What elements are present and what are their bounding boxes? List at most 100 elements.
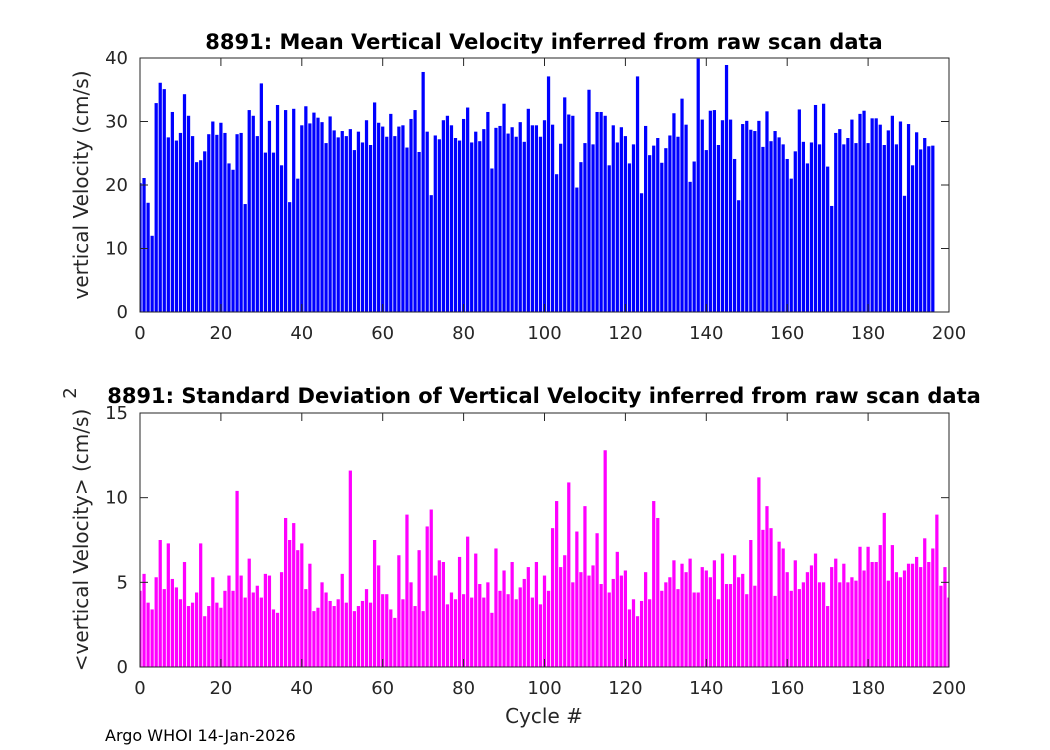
bottom-chart-bar bbox=[292, 523, 296, 667]
bottom-chart-bar bbox=[231, 590, 235, 667]
bottom-chart-bar bbox=[267, 575, 272, 667]
top-chart-bar bbox=[332, 130, 336, 312]
bottom-chart-bar bbox=[445, 604, 450, 667]
top-chart-bar bbox=[296, 178, 300, 312]
top-chart-bar bbox=[595, 111, 599, 312]
top-chart-bar bbox=[850, 119, 854, 312]
top-chart-bar bbox=[894, 144, 899, 312]
bottom-chart-bar bbox=[490, 612, 494, 667]
top-chart-bar bbox=[494, 127, 498, 312]
bottom-chart-bar bbox=[595, 533, 599, 667]
top-chart-bar bbox=[603, 115, 607, 312]
bottom-chart-bar bbox=[939, 585, 943, 667]
top-chart-bar bbox=[862, 110, 866, 313]
top-chart-ylabel: vertical Velocity (cm/s) bbox=[69, 71, 93, 300]
top-chart-bar bbox=[668, 135, 672, 312]
bottom-chart-bar bbox=[866, 546, 870, 667]
bottom-chart-bar bbox=[753, 585, 757, 667]
bottom-chart-title: 8891: Standard Deviation of Vertical Vel… bbox=[107, 384, 981, 408]
top-chart-bar bbox=[263, 152, 268, 312]
top-chart-bar bbox=[219, 122, 223, 313]
top-chart-bar bbox=[615, 142, 619, 312]
top-chart-bar bbox=[486, 111, 490, 312]
bottom-chart-bar bbox=[874, 562, 878, 667]
top-chart-bar bbox=[292, 108, 296, 312]
top-chart-bar bbox=[607, 165, 611, 312]
top-chart-bar bbox=[417, 151, 421, 312]
top-chart-bar bbox=[336, 137, 340, 313]
bottom-chart-bar bbox=[336, 599, 340, 667]
bottom-chart-bar bbox=[935, 514, 939, 667]
bottom-chart-ytick-label: 5 bbox=[117, 572, 128, 593]
bottom-chart-bar bbox=[550, 528, 555, 667]
top-chart-bar bbox=[676, 136, 680, 312]
bottom-chart-bar bbox=[199, 543, 203, 667]
top-chart-xticks: 0 20 40 60 80 100 120 140 160 180 200 bbox=[134, 58, 966, 344]
bottom-chart-bar bbox=[239, 575, 243, 667]
top-chart-bar bbox=[720, 120, 725, 312]
bottom-chart-bar bbox=[708, 577, 712, 667]
bottom-chart-xticks: 0 20 40 60 80 100 120 140 160 180 200 bbox=[134, 413, 966, 699]
bottom-chart-bar bbox=[660, 590, 664, 667]
bottom-chart-xtick-label: 140 bbox=[689, 678, 723, 699]
top-chart-bar bbox=[656, 138, 660, 312]
bottom-chart-bar bbox=[870, 562, 874, 667]
bottom-chart-bar bbox=[648, 599, 652, 667]
top-chart-xtick-label: 120 bbox=[608, 323, 642, 344]
bottom-chart-bar bbox=[906, 563, 911, 667]
top-chart-bar bbox=[142, 178, 146, 312]
bottom-chart-bar bbox=[599, 584, 603, 667]
top-chart-bar bbox=[801, 141, 805, 312]
bottom-chart-bar bbox=[235, 490, 239, 667]
top-chart-bar bbox=[377, 122, 381, 313]
bottom-chart-bar bbox=[769, 528, 773, 667]
top-chart-bar bbox=[166, 137, 170, 313]
bottom-chart-bar bbox=[215, 602, 219, 667]
bottom-chart-bar bbox=[571, 582, 575, 667]
top-chart-bar bbox=[700, 119, 704, 312]
top-chart-bar bbox=[684, 124, 688, 312]
bottom-chart-bar bbox=[478, 584, 482, 667]
bottom-chart-bar bbox=[530, 597, 534, 667]
top-chart-bar bbox=[619, 127, 623, 312]
bottom-chart-bar bbox=[741, 573, 745, 667]
top-chart-bar bbox=[575, 187, 579, 312]
top-chart-xtick-label: 60 bbox=[371, 323, 394, 344]
top-chart-bar bbox=[368, 145, 373, 312]
bottom-chart-bar bbox=[170, 578, 174, 667]
bottom-chart-bar bbox=[591, 565, 595, 667]
top-chart-bar bbox=[538, 136, 543, 312]
bottom-chart-bar bbox=[385, 594, 389, 667]
top-chart-bar bbox=[599, 111, 603, 312]
bottom-chart-bar bbox=[421, 611, 425, 667]
top-chart-bar bbox=[817, 144, 822, 312]
bottom-chart-bar bbox=[684, 572, 688, 667]
bottom-chart-bar bbox=[672, 560, 676, 667]
top-chart-bar bbox=[878, 124, 882, 312]
top-chart-bar bbox=[195, 162, 199, 312]
top-chart-bar bbox=[797, 109, 801, 312]
top-chart-bar bbox=[866, 143, 870, 312]
top-chart-bar bbox=[805, 163, 810, 312]
bottom-chart-bar bbox=[761, 529, 765, 667]
bottom-chart-bar bbox=[316, 607, 320, 667]
bottom-chart-bar bbox=[785, 572, 789, 667]
top-chart-bar bbox=[211, 121, 215, 312]
bottom-chart-bar bbox=[919, 567, 923, 667]
top-chart-bar bbox=[409, 118, 413, 313]
bottom-chart-bar bbox=[838, 582, 842, 667]
bottom-chart-bar bbox=[437, 560, 441, 667]
bottom-chart-bar bbox=[284, 517, 288, 667]
top-chart-bar bbox=[757, 120, 761, 312]
top-chart-title: 8891: Mean Vertical Velocity inferred fr… bbox=[205, 30, 882, 54]
top-chart-bar bbox=[207, 134, 211, 312]
bottom-chart-bar bbox=[635, 616, 640, 667]
top-chart-bar bbox=[635, 76, 640, 312]
bottom-chart-bar bbox=[486, 582, 490, 667]
bottom-chart-bar bbox=[372, 540, 377, 667]
bottom-chart-bar bbox=[368, 602, 373, 667]
top-chart-bar bbox=[251, 115, 255, 312]
top-chart-bar bbox=[186, 115, 191, 312]
top-chart-xtick-label: 100 bbox=[527, 323, 561, 344]
top-chart-bar bbox=[199, 160, 203, 312]
